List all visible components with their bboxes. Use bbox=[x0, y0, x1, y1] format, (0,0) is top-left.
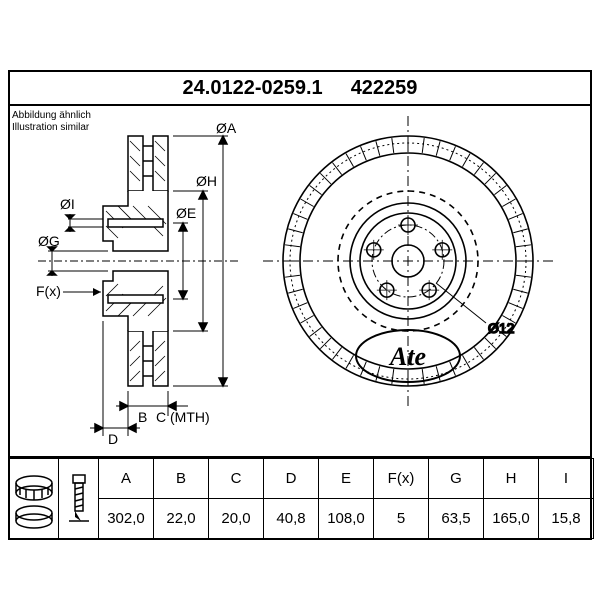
col-H: H bbox=[484, 459, 539, 499]
technical-drawing: ØI ØG F(x) ØE ØH ØA B D C (MTH) bbox=[8, 106, 592, 456]
col-G: G bbox=[429, 459, 484, 499]
disc-icon-cell bbox=[9, 459, 59, 539]
label-E: ØE bbox=[176, 205, 196, 221]
val-A: 302,0 bbox=[99, 499, 154, 539]
val-B: 22,0 bbox=[154, 499, 209, 539]
val-I: 15,8 bbox=[539, 499, 594, 539]
col-E: E bbox=[319, 459, 374, 499]
bolt-icon-cell bbox=[59, 459, 99, 539]
val-F: 5 bbox=[374, 499, 429, 539]
table-header-row: A B C D E F(x) G H I bbox=[9, 459, 594, 499]
label-A: ØA bbox=[216, 120, 237, 136]
col-C: C bbox=[209, 459, 264, 499]
col-F: F(x) bbox=[374, 459, 429, 499]
col-B: B bbox=[154, 459, 209, 499]
label-D: D bbox=[108, 431, 118, 447]
label-H: ØH bbox=[196, 173, 217, 189]
bolt-icon bbox=[65, 469, 93, 529]
svg-text:Ate: Ate bbox=[388, 342, 426, 371]
val-G: 63,5 bbox=[429, 499, 484, 539]
val-C: 20,0 bbox=[209, 499, 264, 539]
label-G: ØG bbox=[38, 233, 60, 249]
val-H: 165,0 bbox=[484, 499, 539, 539]
col-I: I bbox=[539, 459, 594, 499]
label-d12: Ø12 bbox=[488, 320, 515, 336]
col-A: A bbox=[99, 459, 154, 499]
col-D: D bbox=[264, 459, 319, 499]
label-B: B bbox=[138, 409, 147, 425]
spec-table: A B C D E F(x) G H I 302,0 22,0 20,0 40,… bbox=[8, 456, 592, 539]
label-I: ØI bbox=[60, 196, 75, 212]
vented-disc-icon bbox=[12, 469, 56, 529]
val-E: 108,0 bbox=[319, 499, 374, 539]
val-D: 40,8 bbox=[264, 499, 319, 539]
label-F: F(x) bbox=[36, 283, 61, 299]
label-C: C (MTH) bbox=[156, 409, 210, 425]
